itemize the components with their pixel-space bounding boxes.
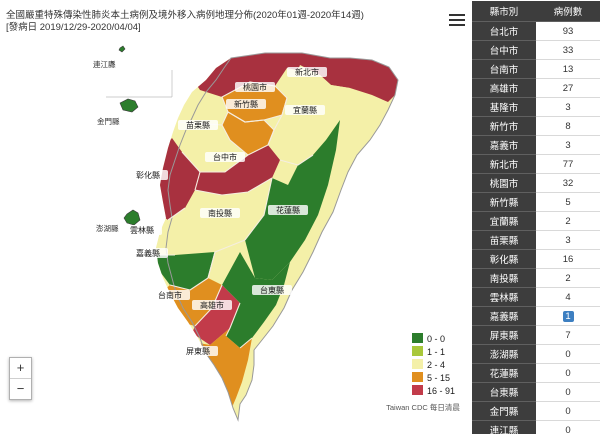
svg-text:16 - 91: 16 - 91	[427, 386, 455, 396]
svg-text:台中市: 台中市	[213, 152, 237, 162]
svg-text:台東縣: 台東縣	[260, 285, 284, 295]
svg-text:Taiwan CDC 每日清晨: Taiwan CDC 每日清晨	[386, 402, 460, 412]
svg-text:0 - 0: 0 - 0	[427, 334, 445, 344]
svg-text:高雄市: 高雄市	[200, 300, 224, 310]
svg-text:5 - 15: 5 - 15	[427, 373, 450, 383]
svg-text:澎湖縣: 澎湖縣	[96, 223, 119, 233]
svg-text:雲林縣: 雲林縣	[130, 225, 154, 235]
svg-text:苗栗縣: 苗栗縣	[186, 120, 210, 130]
svg-text:桃園市: 桃園市	[243, 82, 267, 92]
svg-text:2 - 4: 2 - 4	[427, 360, 445, 370]
svg-text:新北市: 新北市	[295, 67, 319, 77]
svg-text:嘉義縣: 嘉義縣	[136, 248, 160, 258]
svg-text:台南市: 台南市	[158, 290, 182, 300]
svg-text:花蓮縣: 花蓮縣	[276, 205, 300, 215]
svg-text:▸: ▸	[111, 59, 115, 66]
svg-text:屏東縣: 屏東縣	[186, 346, 210, 356]
svg-text:金門縣: 金門縣	[97, 116, 120, 126]
svg-text:南投縣: 南投縣	[208, 208, 232, 218]
svg-text:新竹縣: 新竹縣	[234, 99, 258, 109]
svg-text:1 - 1: 1 - 1	[427, 347, 445, 357]
svg-text:宜蘭縣: 宜蘭縣	[293, 105, 317, 115]
svg-text:彰化縣: 彰化縣	[136, 170, 160, 180]
